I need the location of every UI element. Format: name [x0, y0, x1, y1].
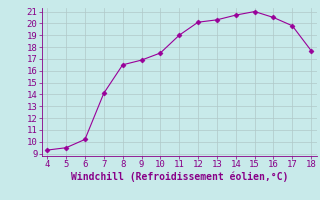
X-axis label: Windchill (Refroidissement éolien,°C): Windchill (Refroidissement éolien,°C) [70, 172, 288, 182]
